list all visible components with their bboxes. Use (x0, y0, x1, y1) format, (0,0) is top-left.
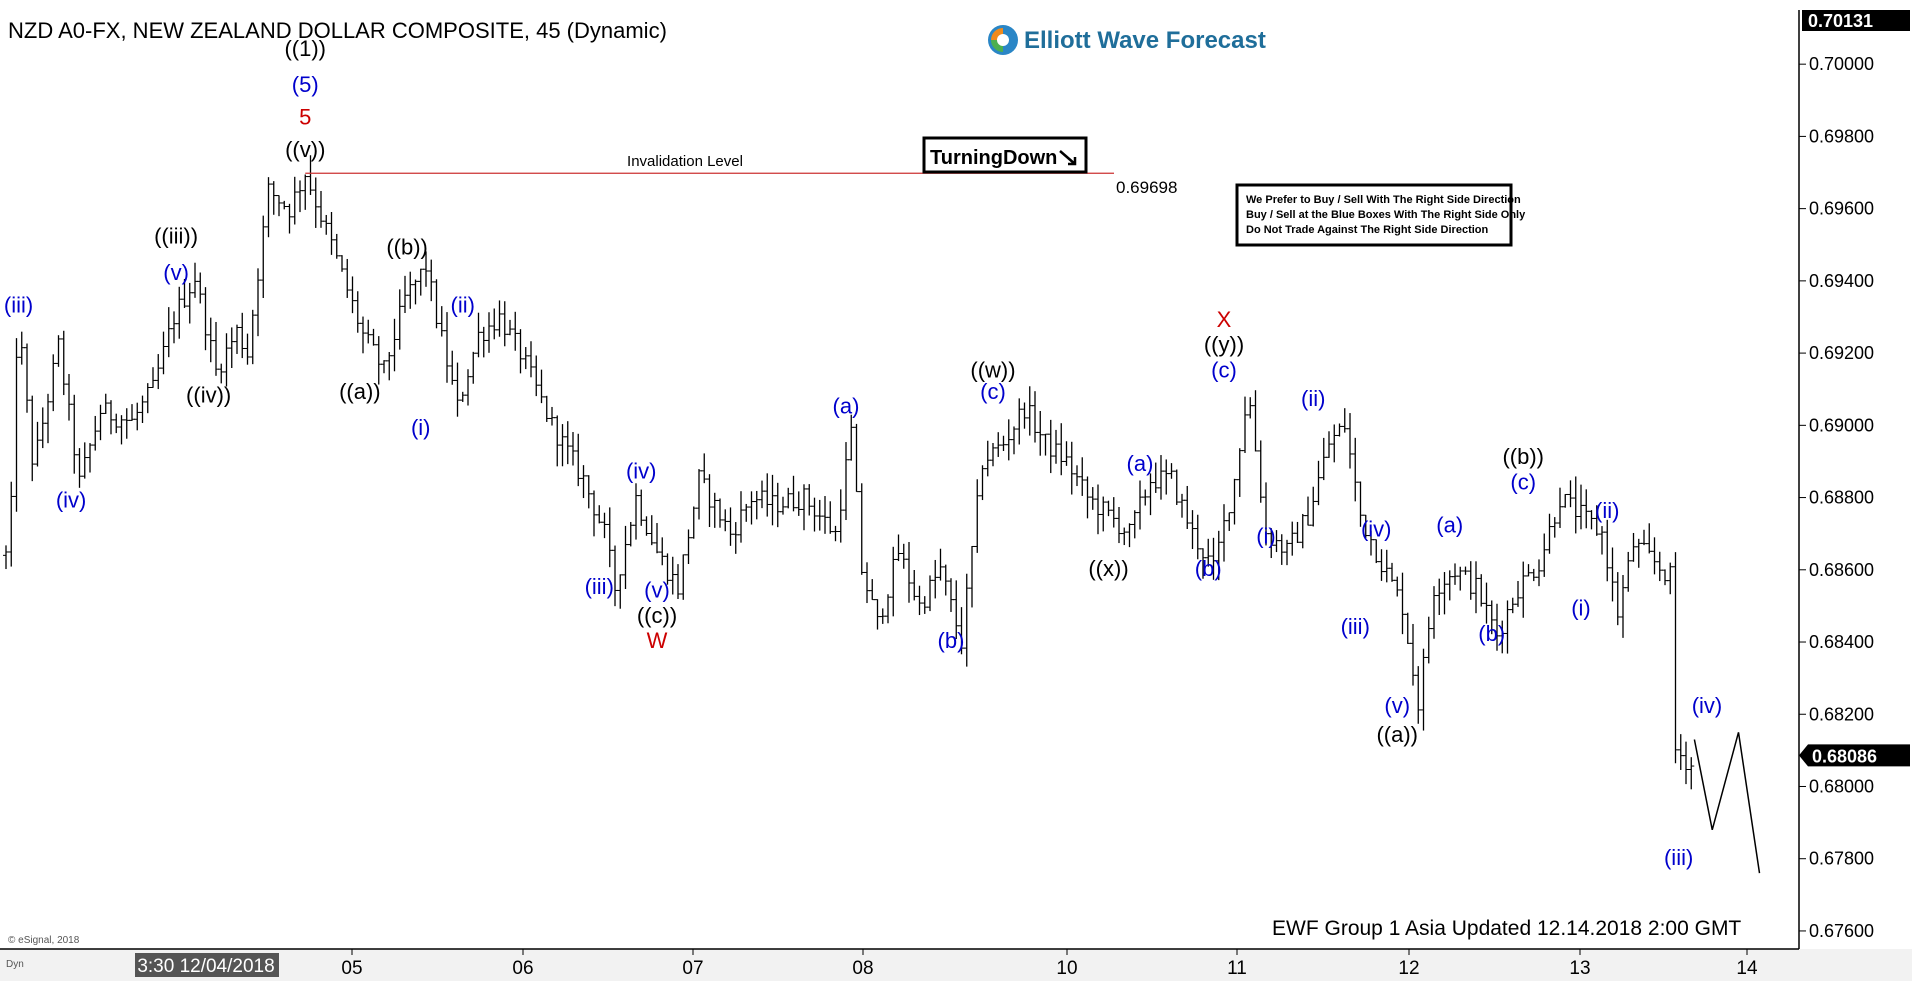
wave-labels: ((1)) (5) 5 ((v)) (iii) (iv) ((iii)) (v) ((iv)) (… (4, 36, 1722, 870)
wave-label: ((v)) (285, 137, 325, 162)
y-tick-label: 0.69200 (1809, 343, 1874, 363)
wave-label: ((iii)) (154, 224, 198, 249)
y-tick-label: 0.69400 (1809, 271, 1874, 291)
x-tick-label: 12 (1398, 958, 1419, 979)
wave-label: (ii) (451, 292, 475, 317)
x-tick-label: 08 (852, 958, 873, 979)
x-tick-label: 06 (512, 958, 533, 979)
y-tick-label: 0.69800 (1809, 126, 1874, 146)
down-arrow-icon (1059, 150, 1077, 166)
note-line-3: Do Not Trade Against The Right Side Dire… (1246, 224, 1489, 236)
wave-label: (a) (833, 393, 860, 418)
wave-label: (b) (1478, 621, 1505, 646)
y-tick-label: 0.69000 (1809, 415, 1874, 435)
wave-label: (c) (1510, 469, 1536, 494)
wave-label: (a) (1127, 451, 1154, 476)
wave-label: (i) (411, 415, 431, 440)
wave-label: ((b)) (386, 235, 428, 260)
wave-label: X (1217, 307, 1232, 332)
wave-label: (iii) (1664, 845, 1693, 870)
wave-label: (ii) (1301, 386, 1325, 411)
wave-label: ((y)) (1204, 332, 1244, 357)
wave-label: (iii) (1341, 614, 1370, 639)
wave-label: 5 (299, 105, 311, 130)
x-tick-label: 07 (682, 958, 703, 979)
wave-label: (ii) (1595, 498, 1619, 523)
wave-label: ((b)) (1502, 444, 1544, 469)
wave-label: (iv) (626, 458, 657, 483)
wave-label: (v) (163, 260, 189, 285)
projection-path (1693, 732, 1761, 874)
y-tick-label: 0.68600 (1809, 560, 1874, 580)
wave-label: ((x)) (1088, 556, 1128, 581)
note-line-2: Buy / Sell at the Blue Boxes With The Ri… (1246, 209, 1526, 221)
x-start-label: 3:30 12/04/2018 (137, 956, 274, 977)
x-axis-strip (0, 949, 1912, 981)
chart-title: NZD A0-FX, NEW ZEALAND DOLLAR COMPOSITE,… (8, 18, 667, 43)
note-line-1: We Prefer to Buy / Sell With The Right S… (1246, 194, 1521, 206)
wave-label: (v) (644, 578, 670, 603)
ohlc-bars (3, 155, 1695, 790)
wave-label: ((a)) (1376, 722, 1418, 747)
wave-label: (v) (1384, 693, 1410, 718)
top-price-box (1802, 10, 1910, 31)
brand-logo: Elliott Wave Forecast (988, 25, 1266, 55)
trading-notes-box: We Prefer to Buy / Sell With The Right S… (1235, 183, 1526, 247)
y-tick-label: 0.67600 (1809, 921, 1874, 941)
x-tick-label: 11 (1227, 958, 1247, 979)
wave-label: ((iv)) (186, 383, 231, 408)
y-tick-label: 0.70000 (1809, 54, 1874, 74)
wave-label: (i) (1256, 523, 1276, 548)
y-tick-label: 0.67800 (1809, 849, 1874, 869)
wave-label: (a) (1436, 513, 1463, 538)
wave-label: ((c)) (637, 603, 677, 628)
x-tick-label: 05 (341, 958, 362, 979)
invalidation-value: 0.69698 (1116, 178, 1177, 197)
wave-label: W (647, 628, 668, 653)
projection-line (1693, 732, 1761, 874)
invalidation-label: Invalidation Level (627, 153, 743, 170)
wave-label: (iii) (4, 292, 33, 317)
wave-label: (b) (1195, 556, 1222, 581)
x-start-label-box (135, 953, 279, 977)
wave-label: (iv) (1361, 516, 1392, 541)
wave-label: (c) (1211, 357, 1237, 382)
wave-label: ((a)) (339, 379, 381, 404)
dyn-label: Dyn (6, 959, 24, 970)
wave-label: (iii) (585, 574, 614, 599)
y-tick-label: 0.68200 (1809, 704, 1874, 724)
wave-label: (i) (1571, 596, 1591, 621)
x-axis: 3:30 12/04/2018 05 06 07 08 10 11 12 13 14 (135, 949, 1758, 979)
x-tick-label: 14 (1736, 958, 1758, 979)
last-price-label: 0.68086 (1812, 746, 1877, 766)
wave-label: ((1)) (284, 36, 326, 61)
y-tick-label: 0.69600 (1809, 199, 1874, 219)
copyright: © eSignal, 2018 (8, 935, 80, 946)
x-tick-label: 13 (1569, 958, 1590, 979)
wave-label: ((w)) (970, 357, 1015, 382)
y-tick-label: 0.68000 (1809, 776, 1874, 796)
wave-label: (iv) (56, 487, 87, 512)
brand-name: Elliott Wave Forecast (1024, 27, 1266, 54)
y-tick-label: 0.68800 (1809, 488, 1874, 508)
wave-label: (c) (980, 379, 1006, 404)
y-axis: 0.67600 0.67800 0.68000 0.68200 0.68400 0.686… (1799, 10, 1910, 941)
update-footer: EWF Group 1 Asia Updated 12.14.2018 2:00… (1272, 917, 1741, 940)
wave-label: (5) (292, 72, 319, 97)
top-price-label: 0.70131 (1808, 11, 1873, 31)
last-price-box (1799, 744, 1910, 767)
turning-down-label: TurningDown (930, 147, 1057, 169)
turning-down-badge: TurningDown (922, 136, 1088, 174)
wave-label: (b) (938, 628, 965, 653)
wave-label: (iv) (1692, 693, 1723, 718)
y-tick-label: 0.68400 (1809, 632, 1874, 652)
x-tick-label: 10 (1056, 958, 1077, 979)
